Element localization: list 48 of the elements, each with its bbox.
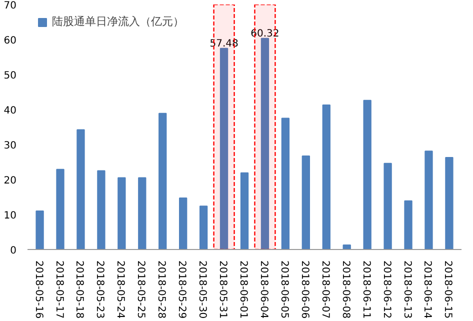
x-tick-label: 2018-05-24 bbox=[114, 260, 126, 319]
x-tick-label: 2018-06-14 bbox=[422, 260, 433, 319]
bar bbox=[424, 150, 433, 250]
bar bbox=[322, 104, 330, 250]
bar bbox=[118, 177, 126, 250]
x-tick-label: 2018-06-06 bbox=[298, 260, 310, 319]
x-tick-label: 2018-05-16 bbox=[32, 260, 44, 319]
y-tick-label: 40 bbox=[4, 106, 17, 116]
bar bbox=[76, 129, 85, 250]
bar bbox=[404, 200, 412, 250]
bar bbox=[158, 112, 167, 250]
x-tick-label: 2018-05-28 bbox=[156, 260, 167, 319]
x-tick-label: 2018-05-17 bbox=[53, 260, 64, 319]
bar bbox=[363, 100, 372, 250]
x-tick-label: 2018-05-31 bbox=[217, 260, 228, 319]
x-tick-label: 2018-06-07 bbox=[319, 260, 330, 319]
bar bbox=[445, 156, 454, 250]
bar bbox=[302, 156, 310, 250]
y-tick-label: 70 bbox=[4, 0, 17, 12]
x-tick-label: 2018-06-01 bbox=[238, 260, 248, 319]
x-tick-label: 2018-05-25 bbox=[135, 260, 146, 319]
legend-label: 陆股通单日净流入（亿元） bbox=[52, 14, 184, 29]
bar bbox=[199, 206, 208, 250]
bar bbox=[138, 177, 146, 250]
x-tick-label: 2018-05-23 bbox=[94, 260, 106, 319]
x-tick-label: 2018-05-29 bbox=[176, 260, 188, 319]
y-tick-label: 20 bbox=[4, 176, 17, 186]
y-tick-label: 60 bbox=[4, 36, 17, 46]
y-tick-label: 30 bbox=[4, 140, 17, 152]
bar bbox=[56, 168, 64, 250]
x-tick-label: 2018-05-18 bbox=[74, 260, 85, 319]
y-tick-label: 50 bbox=[4, 70, 17, 82]
x-tick-label: 2018-06-12 bbox=[380, 260, 392, 319]
bar bbox=[36, 210, 44, 250]
bar bbox=[240, 172, 249, 250]
bar bbox=[179, 198, 188, 250]
x-tick-label: 2018-06-13 bbox=[401, 260, 412, 319]
y-tick-label: 0 bbox=[10, 246, 17, 256]
x-tick-label: 2018-06-08 bbox=[340, 260, 351, 319]
x-tick-label: 2018-06-15 bbox=[442, 260, 454, 319]
x-tick-label: 2018-06-04 bbox=[258, 260, 269, 319]
x-tick-label: 2018-05-30 bbox=[196, 260, 208, 319]
y-tick-label: 10 bbox=[4, 210, 17, 222]
bar bbox=[97, 170, 106, 250]
bar bbox=[281, 118, 290, 250]
bar bbox=[384, 162, 392, 250]
x-tick-label: 2018-06-05 bbox=[278, 260, 290, 319]
x-tick-label: 2018-06-11 bbox=[360, 260, 372, 319]
